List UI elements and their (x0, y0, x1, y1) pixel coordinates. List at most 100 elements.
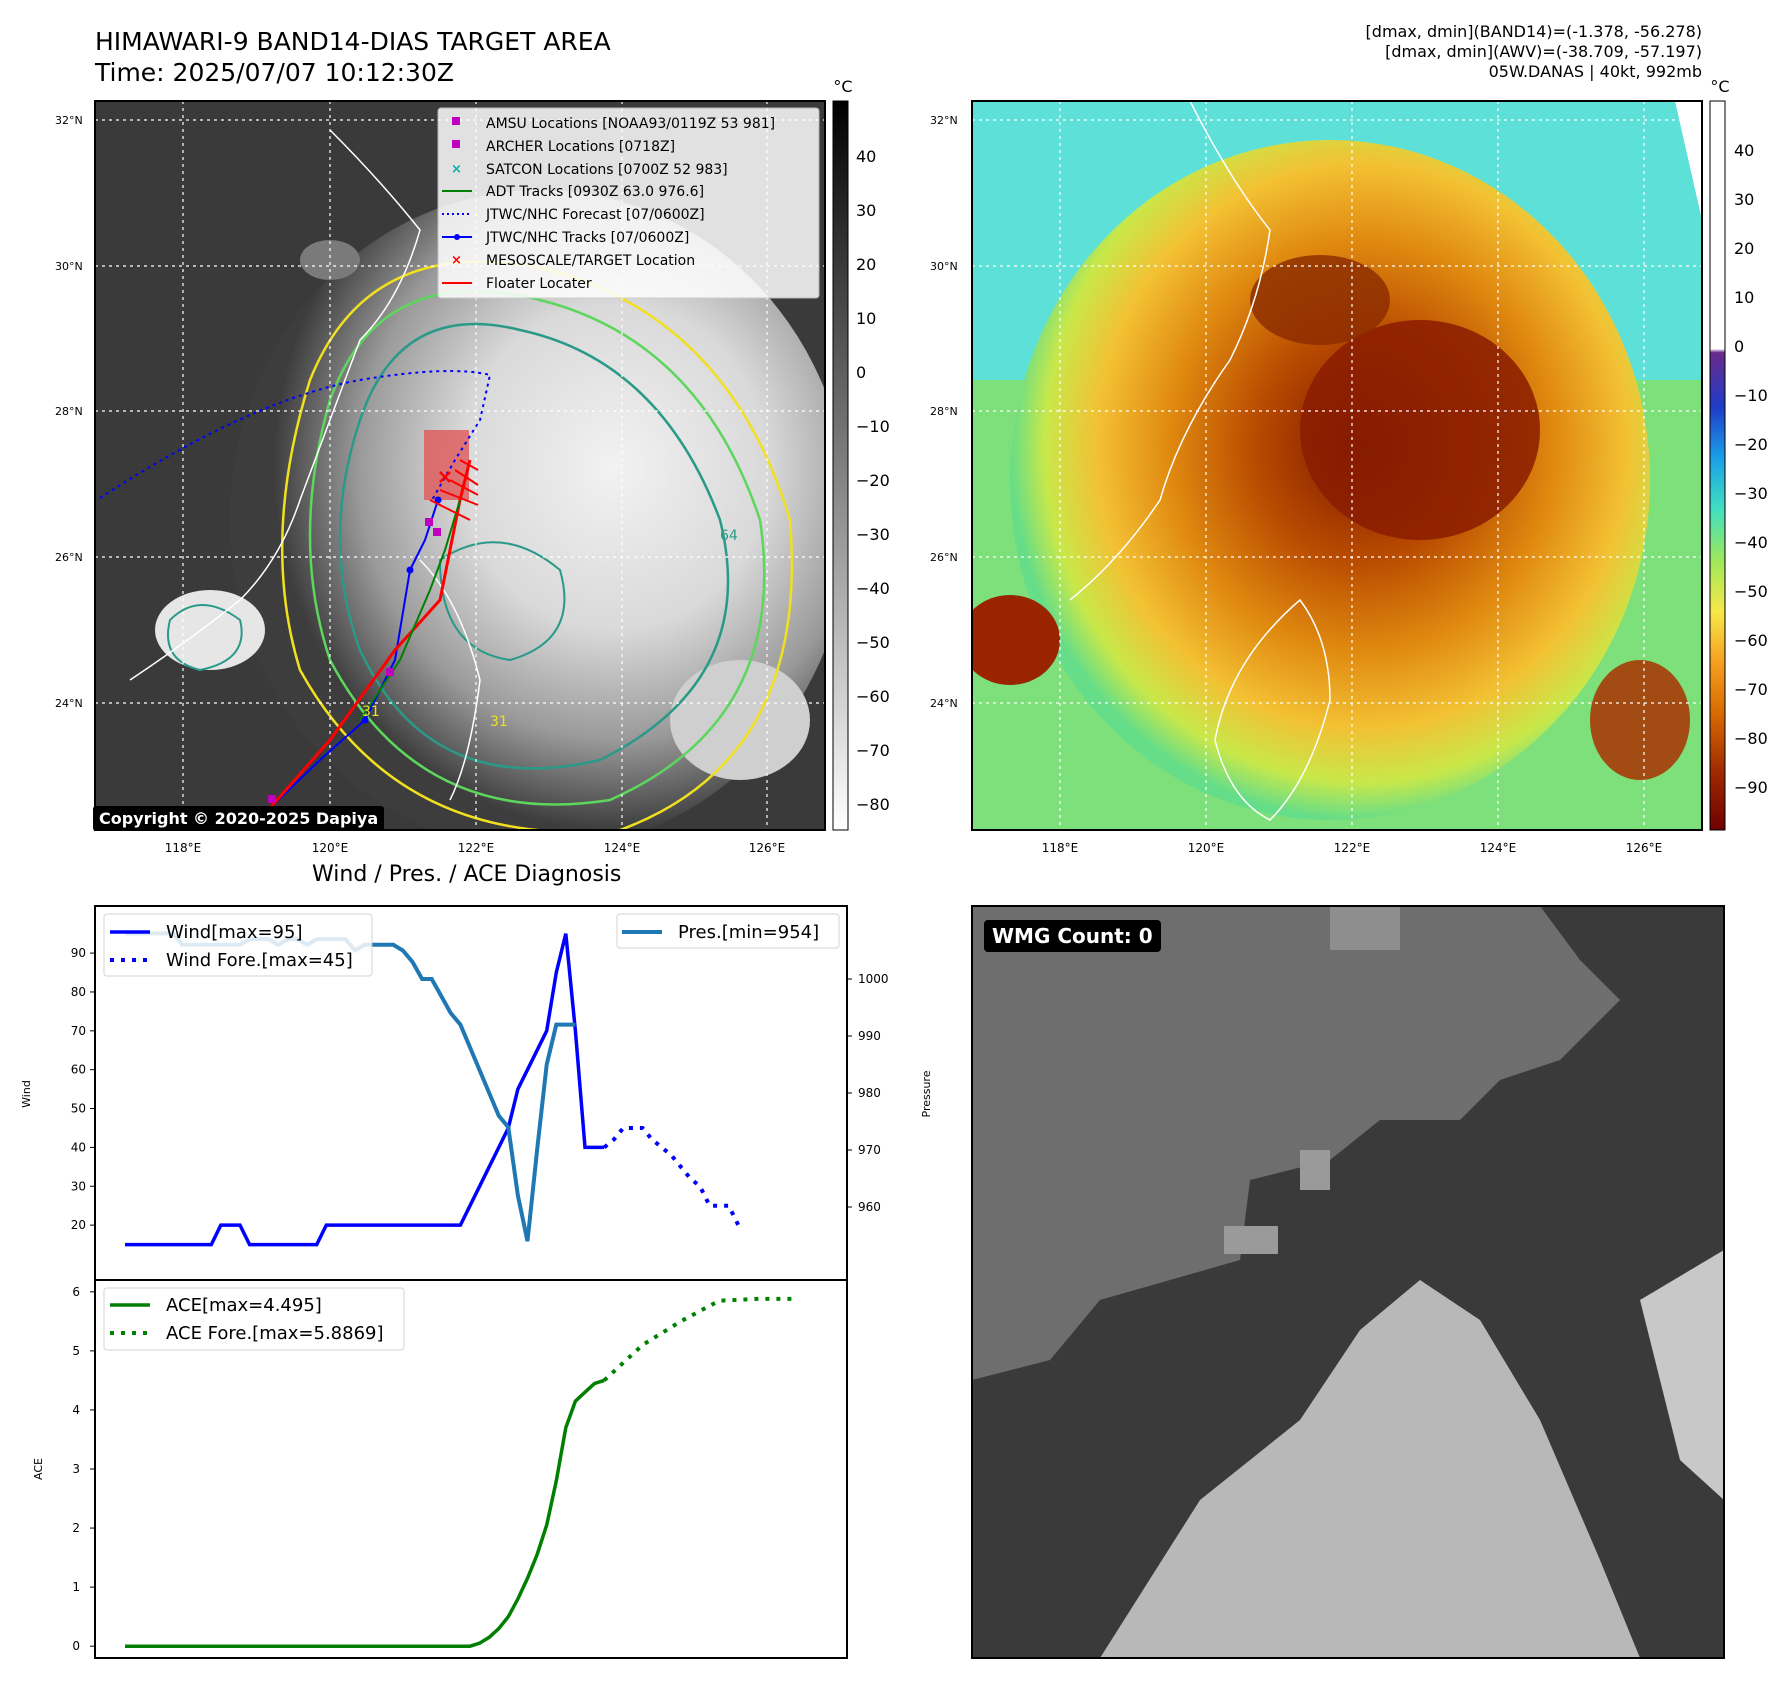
legend-satcon-icon: × (451, 162, 462, 177)
wind-tick-label: 40 (71, 1140, 86, 1154)
intensity-info: [dmax, dmin](BAND14)=(-1.378, -56.278) [… (1366, 22, 1702, 82)
pressure-tick-label: 1000 (858, 972, 889, 986)
legend-ace-forecast: ACE Fore.[max=5.8869] (166, 1323, 384, 1344)
color-map (972, 101, 1702, 830)
col-tick-m40: −40 (1734, 533, 1768, 552)
ir-lat-24: 24°N (55, 697, 83, 710)
jtwc-track-points (361, 496, 442, 724)
col-tick-m90: −90 (1734, 778, 1768, 797)
wmg-panel (972, 906, 1724, 1658)
col-tick-m10: −10 (1734, 386, 1768, 405)
color-map-frame (971, 100, 1703, 831)
wind-axis-label: Wind (20, 1080, 33, 1108)
col-lat-28: 28°N (930, 405, 958, 418)
color-colorbar-unit: °C (1710, 77, 1729, 96)
wmg-count-label: WMG Count: 0 (984, 920, 1161, 952)
ir-lon-126: 126°E (749, 841, 786, 855)
legend-forecast: JTWC/NHC Forecast [07/0600Z] (485, 207, 705, 223)
floater-track (268, 459, 472, 809)
wind-tick-label: 80 (71, 985, 86, 999)
color-colorbar: °C 40 30 20 10 0 −10 −20 −30 −40 −50 −60… (1709, 77, 1768, 831)
col-lon-126: 126°E (1626, 841, 1663, 855)
wind-series-line (125, 933, 605, 1247)
ir-lon-124: 124°E (604, 841, 641, 855)
wind-tick-label: 20 (71, 1218, 86, 1232)
ir-tick-20: 20 (856, 255, 876, 274)
legend-satcon: SATCON Locations [0700Z 52 983] (486, 162, 728, 178)
legend-adt: ADT Tracks [0930Z 63.0 976.6] (486, 184, 704, 200)
ir-lon-122: 122°E (458, 841, 495, 855)
ir-lat-26: 26°N (55, 551, 83, 564)
ir-lon-118: 118°E (165, 841, 202, 855)
wind-pressure-chart: 90 80 70 60 50 40 30 20 1000 990 980 970 960 Wind P… (20, 905, 933, 1281)
legend-amsu: AMSU Locations [NOAA93/0119Z 53 981] (486, 116, 775, 132)
col-lon-118: 118°E (1042, 841, 1079, 855)
col-tick-0: 0 (1734, 337, 1744, 356)
col-lat-32: 32°N (930, 114, 958, 127)
pressure-tick-label: 960 (858, 1200, 881, 1214)
ace-tick-label: 5 (72, 1344, 80, 1358)
wind-tick-label: 90 (71, 946, 86, 960)
col-tick-10: 10 (1734, 288, 1754, 307)
ir-tick-m10: −10 (856, 417, 890, 436)
ir-tick-0: 0 (856, 363, 866, 382)
col-tick-m70: −70 (1734, 680, 1768, 699)
ir-tick-m30: −30 (856, 525, 890, 544)
copyright-label: Copyright © 2020-2025 Dapiya (93, 806, 385, 831)
ace-tick-label: 0 (72, 1639, 80, 1653)
wmg-frame (971, 905, 1725, 1659)
wind-tick-label: 50 (71, 1102, 86, 1116)
color-lon-labels: 118°E 120°E 122°E 124°E 126°E (1042, 841, 1663, 855)
ace-tick-label: 6 (72, 1285, 80, 1299)
contour-label-31a: 31 (362, 704, 380, 720)
floater-hatch (429, 459, 479, 521)
ir-lat-labels: 32°N 30°N 28°N 26°N 24°N (55, 114, 83, 710)
col-lon-124: 124°E (1480, 841, 1517, 855)
col-tick-40: 40 (1734, 141, 1754, 160)
ir-tick-30: 30 (856, 201, 876, 220)
ace-tick-label: 2 (72, 1521, 80, 1535)
ir-legend: AMSU Locations [NOAA93/0119Z 53 981] ARC… (437, 107, 820, 299)
legend-floater: Floater Locater (486, 276, 592, 292)
ir-tick-m70: −70 (856, 741, 890, 760)
wind-tick-label: 70 (71, 1024, 86, 1038)
title-line-2: Time: 2025/07/07 10:12:30Z (95, 58, 454, 87)
ir-lat-32: 32°N (55, 114, 83, 127)
legend-archer-icon (452, 140, 460, 148)
legend-mesoscale-icon: × (451, 253, 462, 268)
legend-tracks: JTWC/NHC Tracks [07/0600Z] (485, 230, 689, 246)
color-lat-labels: 32°N 30°N 28°N 26°N 24°N (930, 114, 958, 710)
col-tick-m80: −80 (1734, 729, 1768, 748)
pressure-legend: Pres.[min=954] (616, 913, 840, 949)
ace-series-line (125, 1378, 605, 1648)
ir-lat-30: 30°N (55, 260, 83, 273)
figure-title: HIMAWARI-9 BAND14-DIAS TARGET AREA Time:… (95, 26, 611, 88)
legend-amsu-icon (452, 117, 460, 125)
ir-lon-120: 120°E (312, 841, 349, 855)
legend-archer: ARCHER Locations [0718Z] (486, 139, 675, 155)
amsu-archer-markers (268, 518, 441, 803)
ir-tick-m50: −50 (856, 633, 890, 652)
col-tick-m50: −50 (1734, 582, 1768, 601)
ace-tick-label: 1 (72, 1580, 80, 1594)
ir-map-frame (94, 100, 826, 831)
pressure-axis-label: Pressure (920, 1070, 933, 1117)
legend-wind: Wind[max=95] (166, 922, 303, 943)
ace-axis-label: ACE (32, 1458, 45, 1480)
col-tick-20: 20 (1734, 239, 1754, 258)
ir-tick-40: 40 (856, 147, 876, 166)
ace-chart: 6 5 4 3 2 1 0 ACE ACE[max=4.495] ACE Fore.[max… (32, 1279, 848, 1659)
awv-range: [dmax, dmin](AWV)=(-38.709, -57.197) (1385, 42, 1702, 61)
diagnosis-title: Wind / Pres. / ACE Diagnosis (312, 862, 622, 887)
col-lat-24: 24°N (930, 697, 958, 710)
ace-tick-label: 4 (72, 1403, 80, 1417)
ir-colorbar: °C 40 30 20 10 0 −10 −20 −30 −40 −50 −60… (832, 77, 890, 831)
col-tick-30: 30 (1734, 190, 1754, 209)
ir-colorbar-unit: °C (833, 77, 852, 96)
pressure-tick-label: 970 (858, 1143, 881, 1157)
col-lat-30: 30°N (930, 260, 958, 273)
color-gridlines (972, 101, 1702, 830)
legend-wind-forecast: Wind Fore.[max=45] (166, 950, 353, 971)
wind-legend: Wind[max=95] Wind Fore.[max=45] (103, 913, 373, 977)
